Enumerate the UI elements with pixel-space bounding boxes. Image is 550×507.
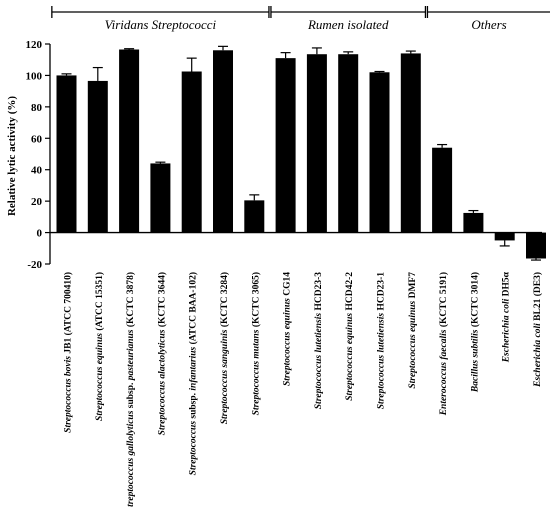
y-axis-ticks: -20 0 20 40 60 80 100 120 bbox=[26, 39, 50, 271]
y-tick-label: 60 bbox=[31, 133, 43, 145]
bar bbox=[400, 53, 421, 233]
bar bbox=[526, 232, 546, 259]
category-label: Streptococcus equinus (ATCC 15351) bbox=[94, 272, 105, 421]
bar bbox=[181, 71, 202, 233]
bar bbox=[338, 54, 359, 233]
bar bbox=[150, 163, 171, 233]
bar bbox=[369, 72, 390, 233]
category-label: Streptococcus subsp. infantarius (ATCC B… bbox=[188, 272, 199, 475]
bar bbox=[432, 147, 453, 233]
axes bbox=[49, 44, 542, 264]
bar bbox=[306, 54, 327, 233]
y-tick-label: -20 bbox=[27, 259, 42, 271]
bar bbox=[244, 200, 265, 233]
y-tick-label: 40 bbox=[31, 165, 43, 177]
bar bbox=[494, 232, 515, 241]
y-tick-label: 120 bbox=[26, 39, 43, 51]
bar bbox=[275, 58, 296, 233]
category-label: Escherichia coli DH5α bbox=[502, 271, 512, 363]
category-label: Streptococcus lutetiensis HCD23-1 bbox=[377, 272, 387, 409]
y-tick-label: 100 bbox=[26, 70, 43, 82]
group-brackets: Viridans Streptococci Rumen isolated Other… bbox=[51, 6, 550, 32]
category-label: Streptococcus mutans (KCTC 3065) bbox=[250, 272, 261, 415]
group-label: Others bbox=[471, 17, 506, 32]
group-label: Rumen isolated bbox=[307, 17, 389, 32]
y-axis-label: Relative lytic activity (%) bbox=[6, 96, 18, 216]
bar bbox=[119, 49, 140, 233]
category-label: Enterococcus faecalis (KCTC 5191) bbox=[438, 272, 449, 416]
category-label: Streptococcus bovis JB1 (ATCC 700410) bbox=[63, 272, 74, 433]
category-label: Bacillus subtilis (KCTC 3014) bbox=[469, 272, 480, 393]
category-label: Streptococcus gallolyticus subsp. pasteu… bbox=[125, 272, 136, 507]
bar bbox=[87, 80, 108, 233]
bar bbox=[56, 75, 77, 233]
y-tick-label: 20 bbox=[31, 196, 43, 208]
category-label: Streptococcus sanguinis (KCTC 3284) bbox=[219, 272, 230, 424]
bar bbox=[463, 212, 484, 233]
category-label: Escherichia coli BL21 (DE3) bbox=[532, 272, 543, 388]
bars bbox=[56, 45, 546, 261]
category-label: Streptococcus alactolyticus (KCTC 3644) bbox=[156, 272, 167, 435]
group-label: Viridans Streptococci bbox=[105, 17, 217, 32]
y-tick-label: 0 bbox=[37, 228, 43, 240]
category-labels: Streptococcus bovis JB1 (ATCC 700410) Str… bbox=[63, 271, 544, 507]
bar bbox=[213, 50, 233, 233]
category-label: Streptococcus equinus CG14 bbox=[283, 272, 293, 386]
y-tick-label: 80 bbox=[31, 102, 43, 114]
category-label: Streptococcus equinus HCD42-2 bbox=[345, 272, 355, 401]
category-label: Streptococcus equinus DMF7 bbox=[408, 272, 418, 389]
category-label: Streptococcus lutetiensis HCD23-3 bbox=[314, 272, 324, 409]
